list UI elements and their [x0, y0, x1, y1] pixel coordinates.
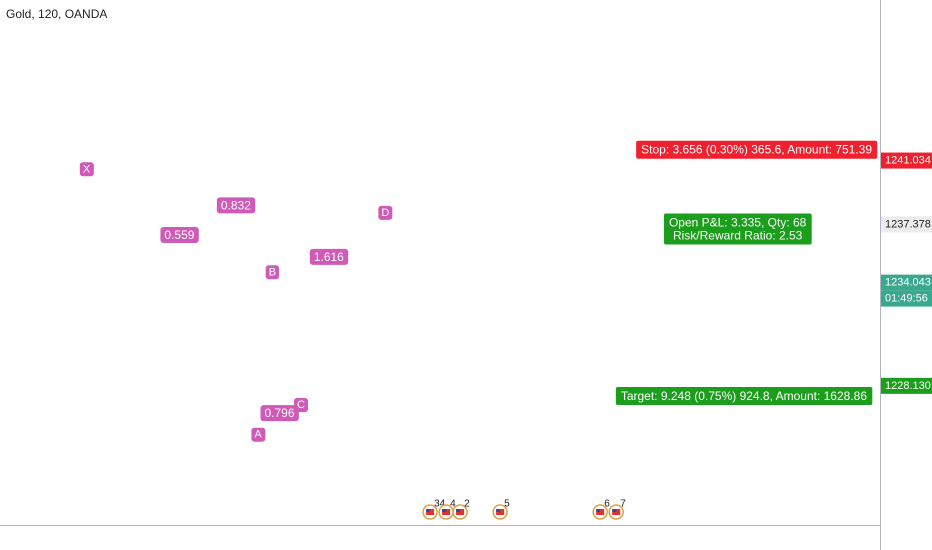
label-box	[663, 213, 812, 245]
ratio-text: 0.559	[164, 228, 194, 242]
ratio-label: 0.796	[260, 405, 299, 422]
pattern-point: A	[251, 427, 266, 442]
event-count: 6	[604, 499, 610, 510]
event-count: 2	[464, 499, 470, 510]
price-label-box	[881, 377, 932, 394]
label-box	[309, 248, 349, 265]
event-flag[interactable]: 6	[592, 499, 610, 520]
label-box	[216, 197, 256, 214]
price-label-text: 1234.043	[885, 277, 931, 289]
label-box	[293, 398, 308, 413]
price-label-box	[881, 290, 932, 307]
event-flag-canton	[456, 509, 461, 512]
point-label: X	[83, 163, 91, 175]
event-flag[interactable]: 2	[452, 499, 470, 520]
label-box	[378, 205, 393, 220]
price-label: 1234.043	[881, 274, 932, 291]
pattern-point: B	[265, 265, 280, 280]
target-label: Target: 9.248 (0.75%) 924.8, Amount: 162…	[615, 387, 873, 406]
rr-text: Risk/Reward Ratio: 2.53	[673, 229, 803, 243]
price-label: 01:49:56	[881, 290, 932, 307]
ratio-label: 1.616	[309, 248, 349, 265]
event-flag-canton	[612, 509, 617, 512]
price-label-box	[881, 274, 932, 291]
price-label: 1228.130	[881, 377, 932, 394]
pattern-point: C	[293, 398, 308, 413]
event-flag[interactable]: 7	[608, 499, 626, 520]
point-label: C	[297, 399, 305, 411]
event-flag-canton	[442, 509, 447, 512]
point-label: A	[254, 429, 262, 441]
price-label-box	[881, 216, 932, 233]
event-count: 34	[434, 499, 446, 510]
label-box	[160, 227, 199, 244]
target-text: Target: 9.248 (0.75%) 924.8, Amount: 162…	[621, 389, 867, 403]
point-label: D	[381, 207, 389, 219]
event-flag-canton	[496, 509, 501, 512]
pattern-point: D	[378, 205, 393, 220]
price-label: 1241.034	[881, 152, 932, 169]
price-label: 1237.378	[881, 216, 932, 233]
label-box	[251, 427, 266, 442]
event-flag-canton	[426, 509, 431, 512]
ratio-text: 0.796	[264, 406, 294, 420]
label-box	[636, 140, 878, 159]
event-flag[interactable]: 34	[422, 499, 446, 520]
price-label-text: 1237.378	[885, 218, 931, 230]
event-count: 7	[620, 499, 626, 510]
chart-title: Gold, 120, OANDA	[6, 7, 107, 21]
stop-text: Stop: 3.656 (0.30%) 365.6, Amount: 751.3…	[641, 143, 872, 157]
label-box	[265, 265, 280, 280]
event-flag[interactable]: 5	[492, 499, 510, 520]
price-label-text: 1241.034	[885, 154, 931, 166]
ratio-label: 0.832	[216, 197, 256, 214]
price-label-box	[881, 152, 932, 169]
event-flag-canton	[596, 509, 601, 512]
ratio-text: 0.832	[221, 198, 251, 212]
point-label: B	[269, 266, 276, 278]
label-box	[615, 387, 873, 406]
ratio-label: 0.559	[160, 227, 199, 244]
price-label-text: 01:49:56	[885, 293, 928, 305]
ratio-text: 1.616	[314, 250, 344, 264]
price-label-text: 1228.130	[885, 380, 931, 392]
label-box	[79, 162, 94, 177]
pattern-point: X	[79, 162, 94, 177]
event-count: 5	[504, 499, 510, 510]
event-count: 4	[450, 499, 456, 510]
label-box	[260, 405, 299, 422]
pnl-text: Open P&L: 3.335, Qty: 68	[669, 216, 807, 230]
stop-label: Stop: 3.656 (0.30%) 365.6, Amount: 751.3…	[636, 140, 878, 159]
